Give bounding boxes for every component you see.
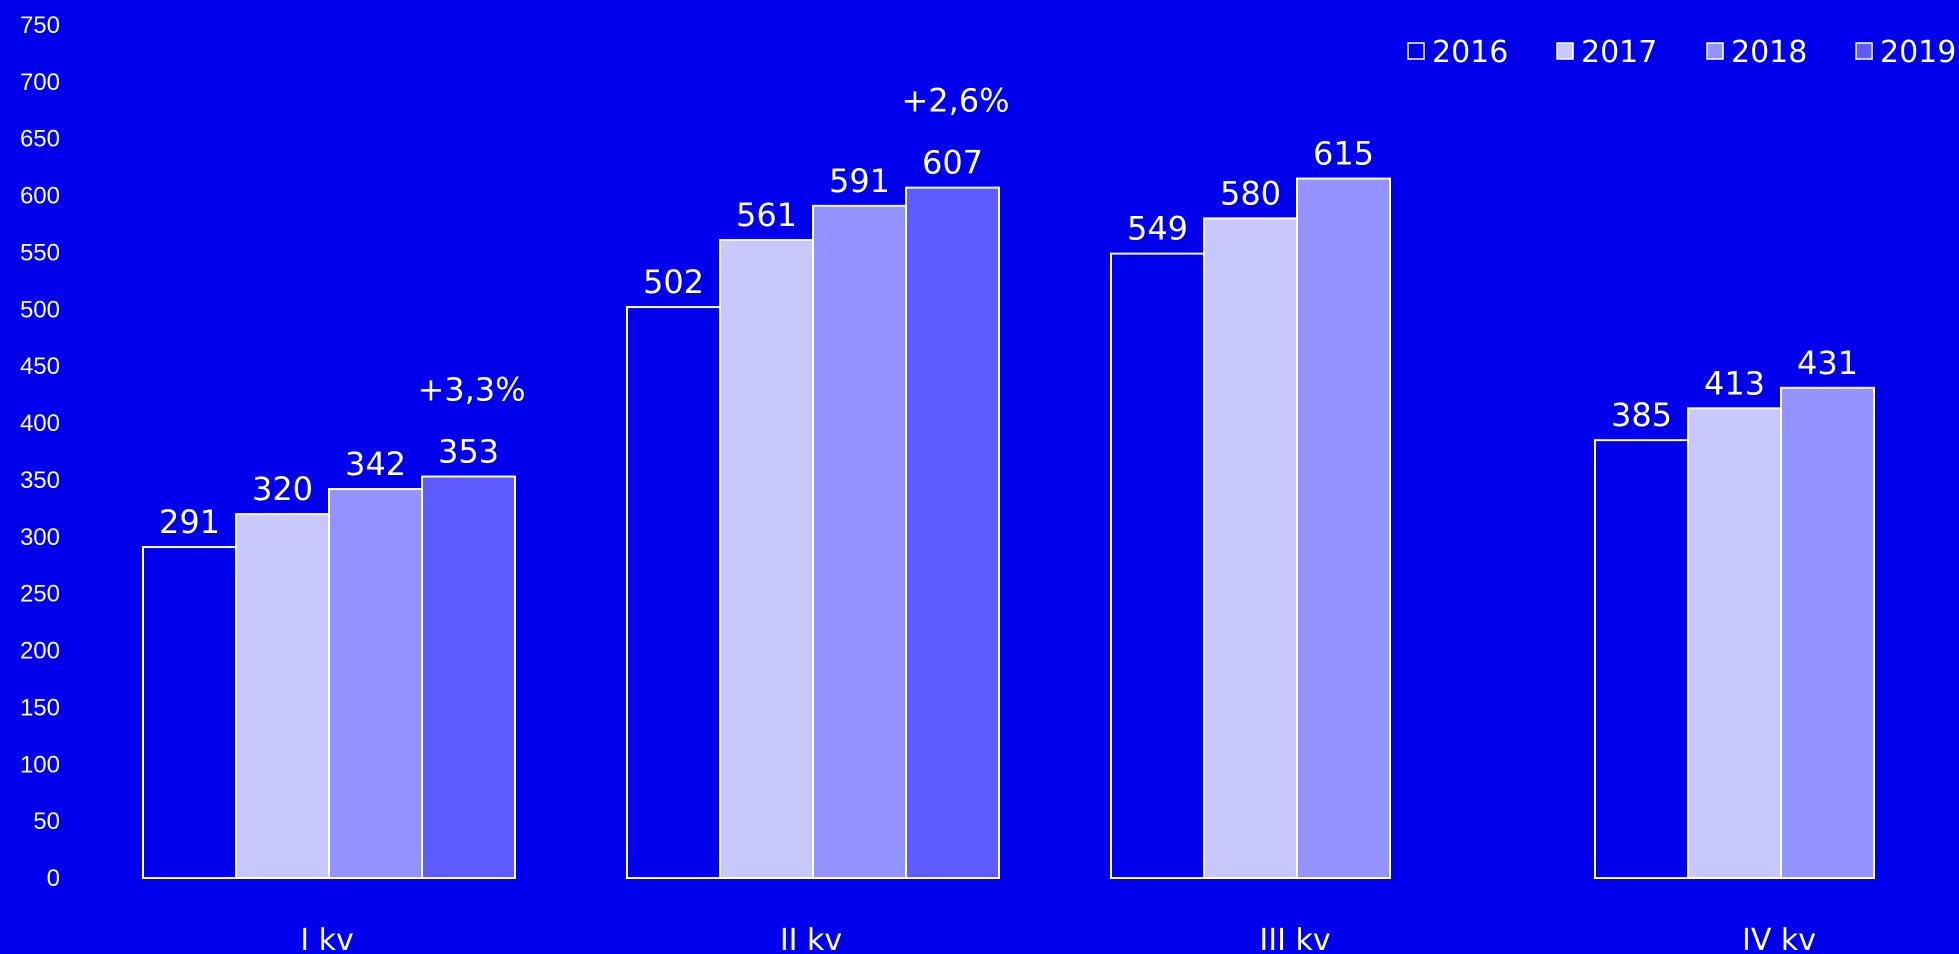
legend-item: 2017 [1556,35,1657,70]
data-labels: 291 320 342 353 +3,3% 502 561 591 607 +2,6% 549 580… [159,82,1858,541]
y-axis: 0 50 100 150 200 250 300 350 400 450 500 550 600 650 7… [20,12,60,892]
data-label: 385 [1611,396,1672,434]
x-category-label: II kv [780,923,842,954]
x-category-label: III kv [1259,923,1330,954]
y-tick-label: 350 [20,467,60,494]
y-tick-label: 50 [33,808,60,835]
y-tick-label: 650 [20,126,60,153]
data-label: 320 [252,470,313,508]
y-tick-label: 0 [47,865,60,892]
bar [812,204,907,879]
data-label: 502 [643,263,704,301]
data-label: 342 [345,445,406,483]
bar [626,306,721,879]
legend-label: 2016 [1432,35,1508,70]
y-tick-label: 300 [20,524,60,551]
bar [1780,386,1875,879]
data-label: 549 [1127,210,1188,248]
y-tick-label: 550 [20,239,60,266]
bar-group [626,186,1000,879]
bar-groups [142,177,1875,880]
legend-label: 2017 [1581,35,1657,70]
x-category-label: I kv [300,923,354,954]
y-tick-label: 250 [20,581,60,608]
legend-item: 2018 [1706,35,1807,70]
data-label: 607 [922,144,983,182]
y-tick-label: 100 [20,751,60,778]
legend: 2016 2017 2018 2019 [1407,35,1956,70]
bar [1594,439,1689,879]
growth-annotation: +2,6% [901,82,1009,120]
data-label: 591 [829,162,890,200]
y-tick-label: 700 [20,69,60,96]
y-tick-label: 500 [20,296,60,323]
data-label: 561 [736,196,797,234]
y-tick-label: 150 [20,694,60,721]
bar [142,546,237,879]
y-tick-label: 400 [20,410,60,437]
bar [235,513,330,879]
legend-swatch [1556,42,1574,60]
legend-item: 2016 [1407,35,1508,70]
x-axis: I kv II kv III kv IV kv [300,923,1816,954]
bar [1296,177,1391,880]
bar [1687,407,1782,879]
bar [905,186,1000,879]
data-label: 615 [1313,135,1374,173]
bar [328,488,423,879]
bar-group [142,475,516,879]
bar [1110,252,1205,879]
data-label: 431 [1797,344,1858,382]
x-category-label: IV kv [1742,923,1816,954]
bar-group [1110,177,1391,880]
data-label: 291 [159,503,220,541]
y-tick-label: 750 [20,12,60,39]
data-label: 353 [438,433,499,471]
legend-swatch [1407,42,1425,60]
y-tick-label: 200 [20,638,60,665]
bar [1203,217,1298,879]
bar [421,475,516,879]
legend-swatch [1706,42,1724,60]
data-label: 413 [1704,364,1765,402]
bar [719,238,814,879]
legend-label: 2018 [1731,35,1807,70]
legend-swatch [1855,42,1873,60]
growth-annotation: +3,3% [417,371,525,409]
y-tick-label: 600 [20,183,60,210]
y-tick-label: 450 [20,353,60,380]
data-label: 580 [1220,174,1281,212]
legend-item: 2019 [1855,35,1956,70]
bar-group [1594,386,1875,879]
legend-label: 2019 [1880,35,1956,70]
